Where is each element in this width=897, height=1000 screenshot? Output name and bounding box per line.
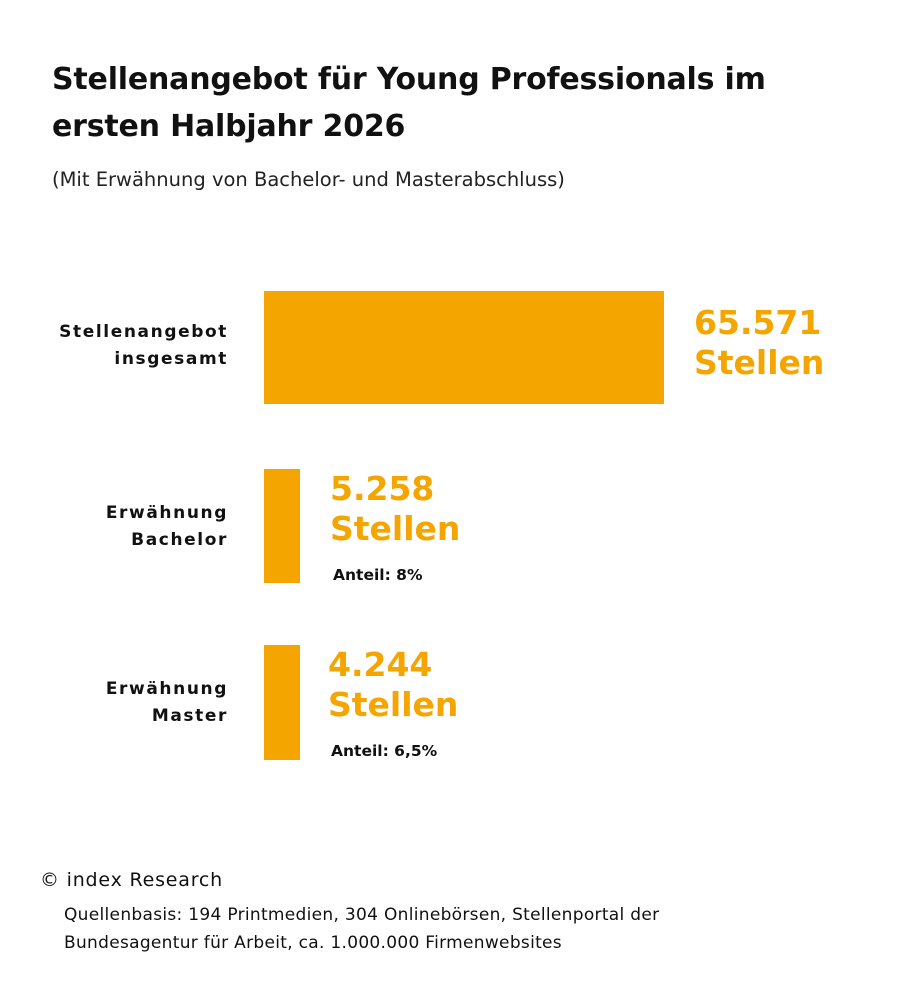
value-label-master: 4.244 Stellen	[328, 645, 458, 725]
bar-total	[264, 291, 664, 404]
source-note: Quellenbasis: 194 Printmedien, 304 Onlin…	[64, 901, 844, 957]
value-unit: Stellen	[694, 343, 825, 382]
bar-master	[264, 645, 300, 760]
chart-subtitle: (Mit Erwähnung von Bachelor- und Mastera…	[52, 168, 565, 191]
bar-bachelor	[264, 469, 300, 583]
category-label-line: Erwähnung	[105, 679, 228, 699]
value-label-bachelor: 5.258 Stellen	[330, 469, 460, 549]
chart-title: Stellenangebot für Young Professionals i…	[52, 62, 766, 144]
category-label-line: Stellenangebot	[59, 322, 228, 342]
source-line: Quellenbasis: 194 Printmedien, 304 Onlin…	[64, 905, 660, 925]
source-line: Bundesagentur für Arbeit, ca. 1.000.000 …	[64, 933, 562, 953]
category-label-line: insgesamt	[114, 349, 228, 369]
value-number: 4.244	[328, 645, 433, 684]
value-label-total: 65.571 Stellen	[694, 303, 824, 383]
category-label-bachelor: Erwähnung Bachelor	[106, 500, 228, 554]
category-label-total: Stellenangebot insgesamt	[59, 319, 228, 373]
value-unit: Stellen	[328, 685, 459, 724]
value-number: 5.258	[330, 469, 435, 508]
category-label-master: Erwähnung Master	[106, 676, 228, 730]
copyright-note: © index Research	[40, 869, 224, 891]
category-label-line: Bachelor	[131, 530, 228, 550]
share-label-master: Anteil: 6,5%	[331, 742, 438, 760]
category-label-line: Master	[151, 706, 228, 726]
share-label-bachelor: Anteil: 8%	[333, 566, 423, 584]
category-label-line: Erwähnung	[105, 503, 228, 523]
value-unit: Stellen	[330, 509, 461, 548]
value-number: 65.571	[694, 303, 822, 342]
